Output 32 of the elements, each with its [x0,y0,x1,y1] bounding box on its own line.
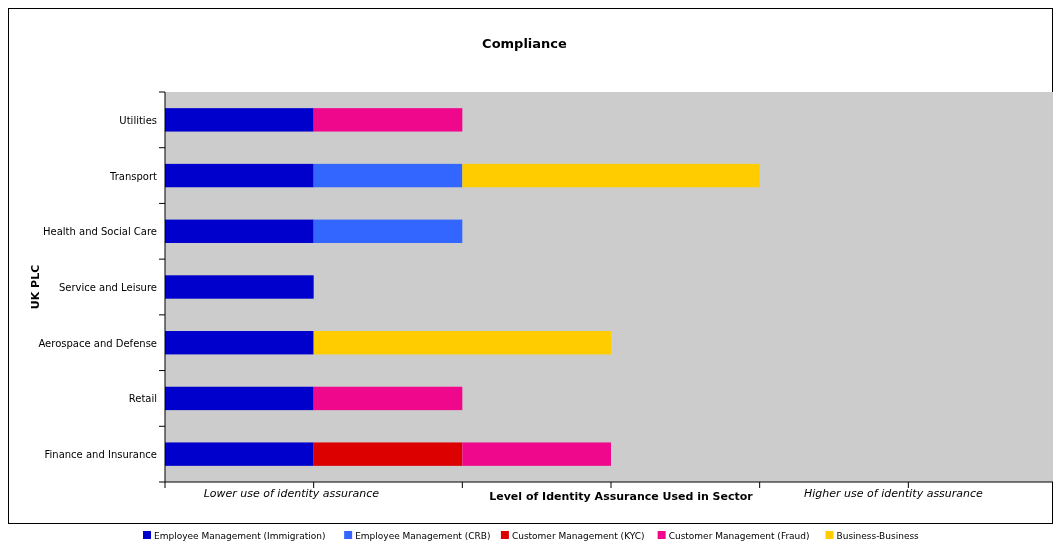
y-tick-label: Retail [128,393,157,405]
legend-label: Customer Management (KYC) [511,531,645,541]
bar [313,386,463,411]
bar [165,386,314,411]
y-tick-label: Aerospace and Defense [38,337,157,349]
x-axis-title: Level of Identity Assurance Used in Sector [489,490,754,503]
y-tick-label: Service and Leisure [58,282,157,293]
bar [313,331,611,355]
y-tick-label: Health and Social Care [43,226,157,238]
bar [165,331,314,355]
legend-label: Employee Management (CRB) [355,531,491,541]
bar [462,442,611,466]
bar [165,442,314,466]
legend-label: Customer Management (Fraud) [668,531,810,541]
bar [165,275,314,299]
bar [165,219,314,243]
legend-label: Employee Management (Immigration) [154,531,326,541]
y-axis-title: UK PLC [29,264,42,310]
y-tick-label: Finance and Insurance [44,449,157,461]
y-tick-label: Utilities [119,114,157,126]
bar [165,108,314,132]
bar [462,163,760,188]
bar [165,163,314,188]
bar [313,442,463,466]
text: Lower use of identity assurance [203,487,380,500]
y-tick-label: Transport [109,170,158,182]
bar [313,163,463,188]
legend-label: Business-Business [836,531,920,541]
text: Higher use of identity assurance [804,487,984,500]
bar [313,219,463,243]
bar [313,108,463,132]
chart-title: Compliance [482,36,568,51]
